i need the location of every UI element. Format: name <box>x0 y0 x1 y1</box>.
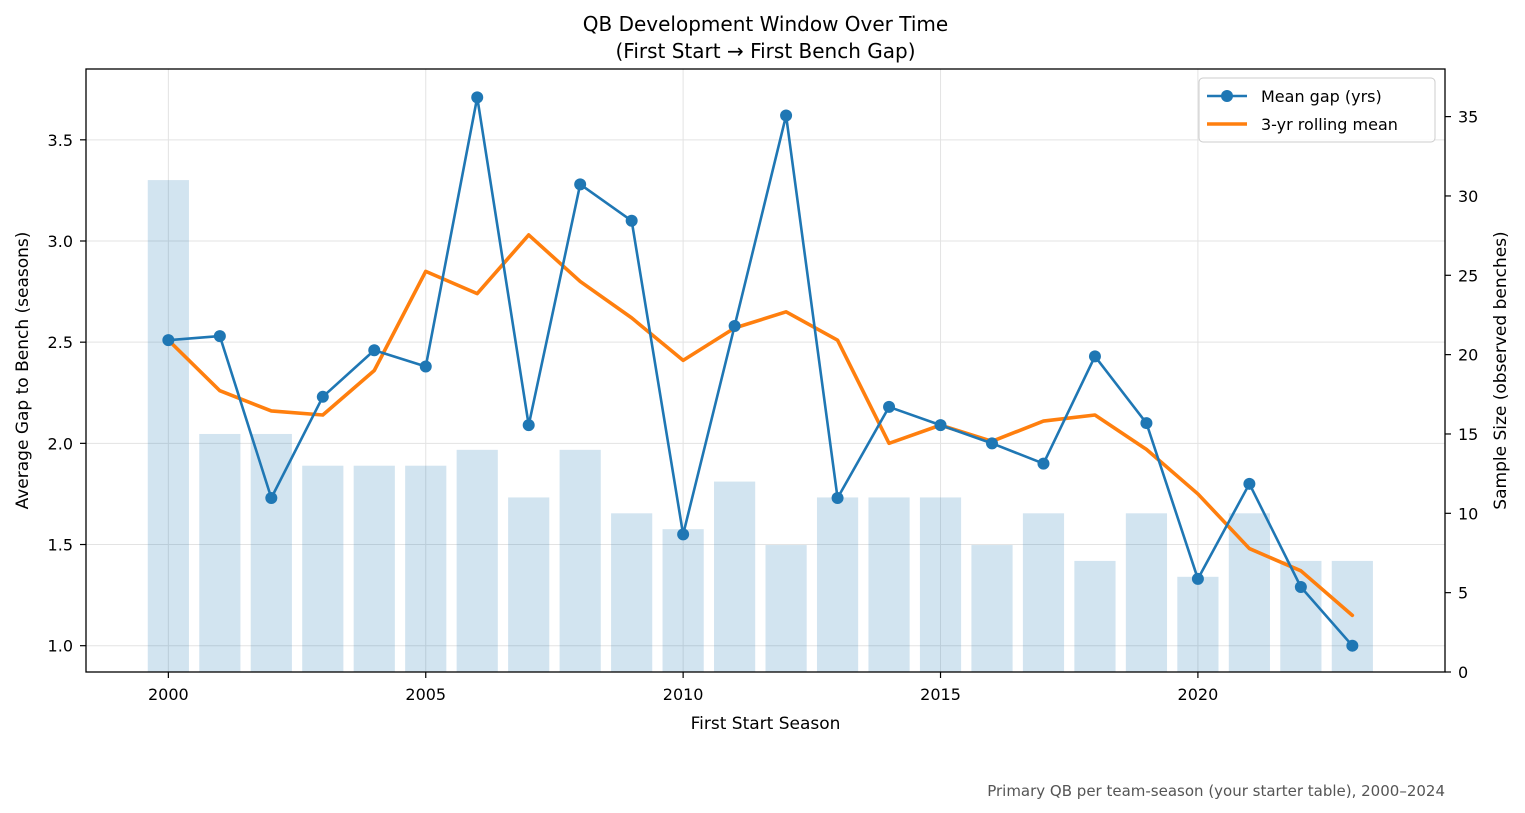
legend-label-rolling-mean: 3-yr rolling mean <box>1261 115 1398 134</box>
chart-caption: Primary QB per team-season (your starter… <box>987 782 1445 800</box>
mean-gap-point <box>213 330 226 343</box>
y-right-tick-label: 35 <box>1458 108 1478 127</box>
mean-gap-point <box>1294 581 1307 594</box>
y-axis-right-label: Sample Size (observed benches) <box>1491 231 1511 509</box>
mean-gap-point <box>986 437 998 450</box>
mean-gap-point <box>368 344 381 357</box>
mean-gap-point <box>780 109 793 122</box>
x-tick-label: 2000 <box>148 685 189 704</box>
grid-lines <box>86 69 1445 672</box>
mean-gap-point <box>625 214 638 227</box>
mean-gap-point <box>1037 457 1050 470</box>
mean-gap-point <box>522 419 535 432</box>
rolling-mean-series <box>166 233 1355 618</box>
legend-marker-mean-gap <box>1221 90 1233 102</box>
mean-gap-point <box>728 319 741 332</box>
x-tick-label: 2020 <box>1178 685 1219 704</box>
y-right-tick-label: 5 <box>1458 584 1468 603</box>
mean-gap-line <box>168 96 1354 647</box>
mean-gap-point <box>1088 350 1101 363</box>
y-left-tick-label: 3.5 <box>48 131 73 150</box>
sample-size-bar <box>662 529 704 672</box>
mean-gap-point <box>677 528 690 541</box>
mean-gap-point <box>1191 572 1204 585</box>
legend: Mean gap (yrs) 3-yr rolling mean <box>1198 77 1436 143</box>
plot-frame <box>85 68 1446 673</box>
sample-size-bar <box>868 497 910 672</box>
mean-gap-point <box>1243 477 1256 490</box>
sample-size-bar <box>405 465 447 672</box>
mean-gap-point <box>1346 639 1359 652</box>
mean-gap-point <box>162 334 175 347</box>
mean-gap-point <box>316 390 329 403</box>
x-tick-label: 2005 <box>405 685 446 704</box>
mean-gap-point <box>574 178 587 191</box>
x-axis-label: First Start Season <box>691 714 841 734</box>
sample-size-bar <box>353 465 395 672</box>
rolling-mean-line <box>166 233 1355 618</box>
y-right-tick-label: 20 <box>1458 346 1478 365</box>
mean-gap-point <box>419 360 432 373</box>
axis-ticks: 2000 2005 2010 2015 20201.01.52.02.53.03.505… <box>48 108 1479 704</box>
y-right-tick-label: 10 <box>1458 504 1478 523</box>
mean-gap-series <box>162 91 1359 652</box>
sample-size-bar <box>559 449 601 672</box>
sample-size-bar <box>1125 513 1168 672</box>
y-left-tick-label: 1.5 <box>48 536 73 555</box>
mean-gap-point <box>265 491 278 504</box>
sample-size-bar <box>508 497 550 672</box>
chart-title: QB Development Window Over Time <box>583 12 948 36</box>
sample-size-bar <box>302 465 344 672</box>
sample-size-bar <box>1228 513 1270 672</box>
sample-size-bar <box>919 497 962 672</box>
sample-size-bar <box>1022 513 1065 672</box>
y-axis-left-label: Average Gap to Bench (seasons) <box>13 232 33 510</box>
sample-size-bar <box>1074 560 1116 672</box>
mean-gap-point <box>1140 417 1153 430</box>
sample-size-bar <box>1280 560 1322 672</box>
y-right-tick-label: 25 <box>1458 266 1478 285</box>
sample-size-bar <box>611 513 653 672</box>
x-tick-label: 2015 <box>920 685 961 704</box>
mean-gap-point <box>883 400 896 413</box>
y-left-tick-label: 2.5 <box>48 333 73 352</box>
sample-size-bar <box>714 481 756 672</box>
chart-subtitle: (First Start → First Bench Gap) <box>615 39 915 63</box>
y-left-tick-label: 3.0 <box>48 232 73 251</box>
sample-size-bars <box>147 180 1373 672</box>
sample-size-bar <box>199 433 241 672</box>
sample-size-bar <box>147 180 189 672</box>
y-left-tick-label: 1.0 <box>48 637 73 656</box>
y-right-tick-label: 30 <box>1458 187 1478 206</box>
legend-box <box>1198 77 1436 143</box>
sample-size-bar <box>816 497 859 672</box>
y-right-tick-label: 15 <box>1458 425 1478 444</box>
sample-size-bar <box>971 545 1013 672</box>
sample-size-bar <box>1177 576 1219 672</box>
mean-gap-point <box>831 491 844 504</box>
mean-gap-point <box>471 91 484 104</box>
mean-gap-point <box>934 419 947 432</box>
sample-size-bar <box>765 545 807 672</box>
legend-label-mean-gap: Mean gap (yrs) <box>1261 87 1382 106</box>
y-right-tick-label: 0 <box>1458 663 1468 682</box>
x-tick-label: 2010 <box>663 685 704 704</box>
sample-size-bar <box>456 449 498 672</box>
y-left-tick-label: 2.0 <box>48 434 73 453</box>
